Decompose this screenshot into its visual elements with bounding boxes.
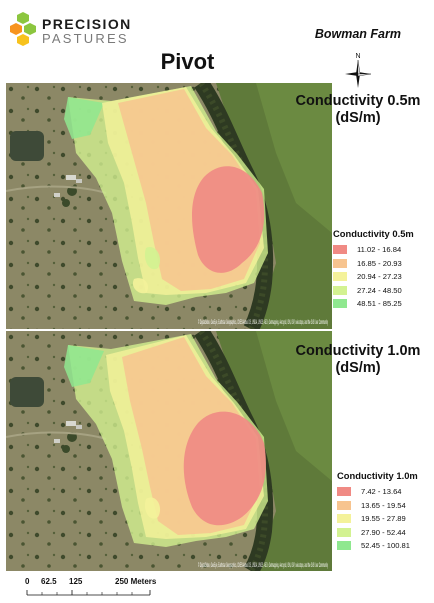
legend-range: 20.94 - 27.23	[357, 272, 402, 282]
legend-swatch	[333, 258, 347, 268]
legend-swatch	[333, 272, 347, 282]
legend-range: 27.90 - 52.44	[361, 527, 406, 537]
legend-05m: Conductivity 0.5m 11.02 - 16.84 16.85 - …	[333, 228, 414, 311]
legend-10m-item: 27.90 - 52.44	[337, 526, 418, 540]
precision-pastures-logo: PRECISION PASTURES	[8, 10, 138, 46]
farm-name: Bowman Farm	[314, 27, 401, 41]
legend-05m-title: Conductivity 0.5m	[333, 228, 414, 239]
legend-10m-item: 52.45 - 100.81	[337, 539, 418, 553]
map-title-10m-units: (dS/m)	[335, 360, 381, 376]
legend-range: 16.85 - 20.93	[357, 258, 402, 268]
scale-label: 125	[69, 577, 83, 586]
legend-05m-item: 20.94 - 27.23	[333, 270, 414, 284]
legend-range: 19.55 - 27.89	[361, 514, 406, 524]
legend-10m-title: Conductivity 1.0m	[337, 470, 418, 481]
legend-range: 11.02 - 16.84	[357, 245, 402, 255]
logo-text-precision: PRECISION	[42, 16, 132, 32]
legend-swatch	[333, 245, 347, 255]
legend-swatch	[337, 514, 351, 524]
legend-range: 13.65 - 19.54	[361, 500, 406, 510]
logo-text-pastures: PASTURES	[42, 31, 129, 46]
legend-swatch	[337, 487, 351, 497]
scale-bar: 0 62.5 125 250 Meters	[20, 577, 250, 601]
map-title-05m-line1: Conductivity 0.5m	[295, 93, 421, 109]
legend-05m-item: 11.02 - 16.84	[333, 243, 414, 257]
legend-swatch	[333, 285, 347, 295]
legend-05m-item: 27.24 - 48.50	[333, 284, 414, 298]
scale-label: 0	[25, 577, 30, 586]
map-title-10m-line1: Conductivity 1.0m	[295, 343, 421, 359]
scale-ruler	[26, 590, 151, 596]
conductivity-map-05m: © DigitalGlobe, GeoEye, Earthstar Geogra…	[6, 83, 332, 329]
legend-range: 48.51 - 85.25	[357, 299, 402, 309]
map-title-05m: Conductivity 0.5m (dS/m)	[288, 93, 428, 127]
legend-10m-item: 7.42 - 13.64	[337, 485, 418, 499]
scale-label: 62.5	[41, 577, 57, 586]
conductivity-map-10m: © DigitalGlobe, GeoEye, Earthstar Geogra…	[6, 331, 332, 571]
map-attribution: © DigitalGlobe, GeoEye, Earthstar Geogra…	[198, 562, 328, 569]
north-label: N	[355, 53, 360, 60]
legend-05m-item: 16.85 - 20.93	[333, 257, 414, 271]
legend-swatch	[337, 500, 351, 510]
legend-swatch	[337, 541, 351, 551]
map-title-10m: Conductivity 1.0m (dS/m)	[288, 343, 428, 377]
scale-label: 250 Meters	[115, 577, 157, 586]
field-name: Pivot	[160, 49, 215, 74]
logo-hexagon-icon	[10, 12, 36, 46]
legend-swatch	[333, 299, 347, 309]
map-attribution: © DigitalGlobe, GeoEye, Earthstar Geogra…	[198, 319, 328, 326]
legend-10m-item: 13.65 - 19.54	[337, 499, 418, 513]
legend-swatch	[337, 527, 351, 537]
north-arrow-icon: N	[345, 53, 372, 88]
legend-10m: Conductivity 1.0m 7.42 - 13.64 13.65 - 1…	[337, 470, 418, 553]
legend-10m-item: 19.55 - 27.89	[337, 512, 418, 526]
map-title-05m-units: (dS/m)	[335, 110, 381, 126]
legend-range: 27.24 - 48.50	[357, 285, 402, 295]
legend-range: 7.42 - 13.64	[361, 487, 402, 497]
legend-range: 52.45 - 100.81	[361, 541, 410, 551]
legend-05m-item: 48.51 - 85.25	[333, 297, 414, 311]
